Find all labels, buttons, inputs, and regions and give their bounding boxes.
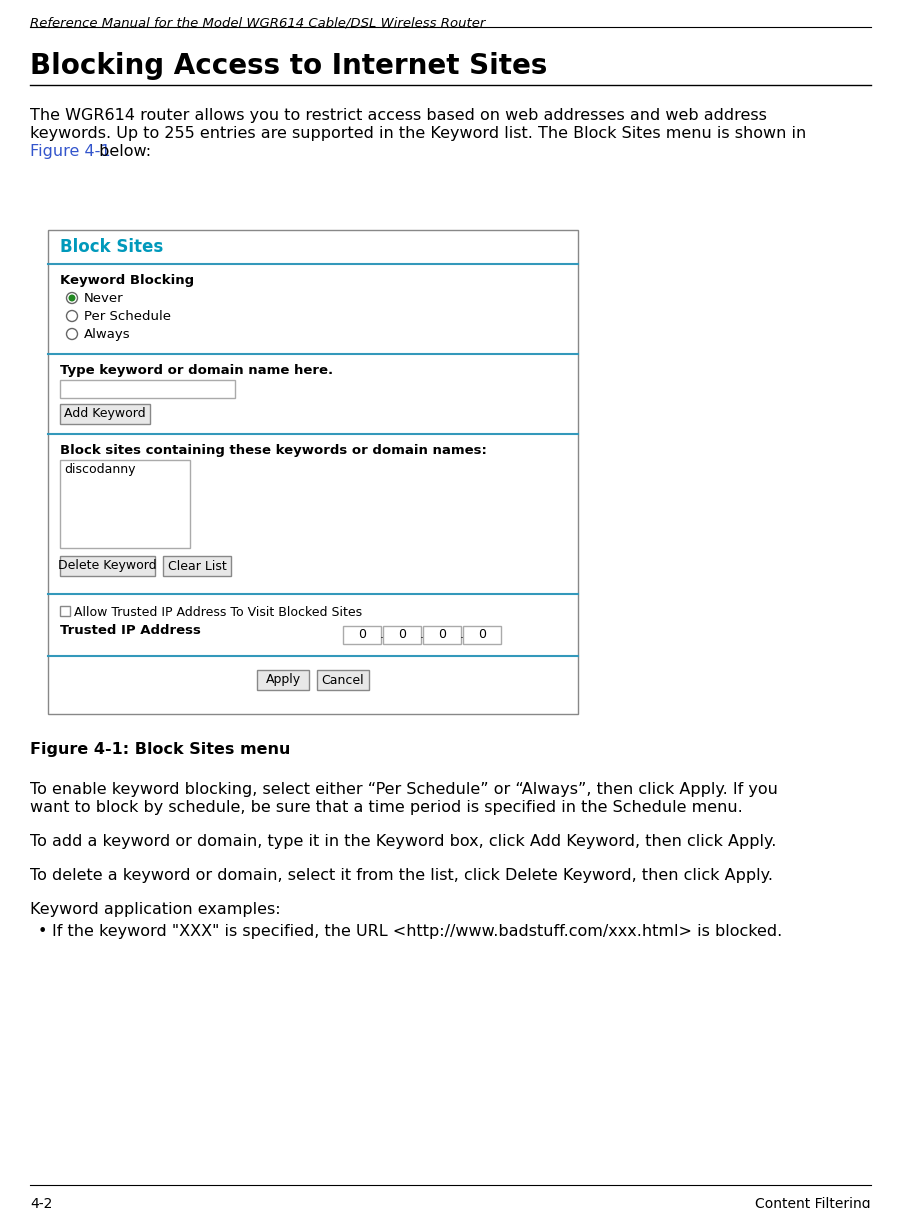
Text: Blocking Access to Internet Sites: Blocking Access to Internet Sites <box>30 52 548 80</box>
Circle shape <box>67 310 77 321</box>
Bar <box>317 670 369 690</box>
Text: Block Sites: Block Sites <box>60 238 163 256</box>
Text: •: • <box>38 924 48 939</box>
Text: 0: 0 <box>478 628 486 641</box>
Bar <box>163 556 231 576</box>
Circle shape <box>67 292 77 303</box>
Text: keywords. Up to 255 entries are supported in the Keyword list. The Block Sites m: keywords. Up to 255 entries are supporte… <box>30 126 806 141</box>
Text: If the keyword "XXX" is specified, the URL <http://www.badstuff.com/xxx.html> is: If the keyword "XXX" is specified, the U… <box>52 924 782 939</box>
Text: Reference Manual for the Model WGR614 Cable/DSL Wireless Router: Reference Manual for the Model WGR614 Ca… <box>30 16 486 29</box>
Text: below:: below: <box>95 144 151 159</box>
Text: The WGR614 router allows you to restrict access based on web addresses and web a: The WGR614 router allows you to restrict… <box>30 108 767 123</box>
Text: Apply: Apply <box>266 674 301 686</box>
Text: Keyword application examples:: Keyword application examples: <box>30 902 280 917</box>
Circle shape <box>67 329 77 339</box>
Text: Type keyword or domain name here.: Type keyword or domain name here. <box>60 364 333 377</box>
Text: Never: Never <box>84 292 123 304</box>
Text: Clear List: Clear List <box>168 559 226 573</box>
Text: Always: Always <box>84 329 131 341</box>
Text: want to block by schedule, be sure that a time period is specified in the Schedu: want to block by schedule, be sure that … <box>30 800 742 815</box>
Text: 0: 0 <box>358 628 366 641</box>
Bar <box>60 460 190 548</box>
Bar <box>423 626 461 644</box>
Bar <box>383 626 421 644</box>
Circle shape <box>68 295 76 302</box>
Text: .: . <box>460 628 464 641</box>
Text: To add a keyword or domain, type it in the Keyword box, click Add Keyword, then : To add a keyword or domain, type it in t… <box>30 834 777 849</box>
Bar <box>60 403 150 424</box>
Text: 0: 0 <box>398 628 406 641</box>
Bar <box>343 626 381 644</box>
Text: To delete a keyword or domain, select it from the list, click Delete Keyword, th: To delete a keyword or domain, select it… <box>30 869 773 883</box>
Bar <box>60 556 155 576</box>
Bar <box>60 381 235 397</box>
Text: .: . <box>380 628 384 641</box>
Text: .: . <box>420 628 424 641</box>
Bar <box>60 606 70 616</box>
Text: Cancel: Cancel <box>322 674 364 686</box>
Text: Per Schedule: Per Schedule <box>84 310 171 323</box>
Text: 4-2: 4-2 <box>30 1197 52 1208</box>
Text: 0: 0 <box>438 628 446 641</box>
Bar <box>257 670 309 690</box>
Text: Add Keyword: Add Keyword <box>64 407 146 420</box>
Text: discodanny: discodanny <box>64 463 135 476</box>
Text: Trusted IP Address: Trusted IP Address <box>60 625 201 637</box>
Bar <box>463 626 501 644</box>
Text: Block sites containing these keywords or domain names:: Block sites containing these keywords or… <box>60 445 487 457</box>
Text: Content Filtering: Content Filtering <box>755 1197 871 1208</box>
Text: Keyword Blocking: Keyword Blocking <box>60 274 194 288</box>
Text: Figure 4-1: Figure 4-1 <box>30 144 111 159</box>
Text: Delete Keyword: Delete Keyword <box>59 559 157 573</box>
Text: To enable keyword blocking, select either “Per Schedule” or “Always”, then click: To enable keyword blocking, select eithe… <box>30 782 778 797</box>
Text: Figure 4-1: Block Sites menu: Figure 4-1: Block Sites menu <box>30 742 290 757</box>
Bar <box>48 230 578 714</box>
Text: Allow Trusted IP Address To Visit Blocked Sites: Allow Trusted IP Address To Visit Blocke… <box>74 606 362 618</box>
